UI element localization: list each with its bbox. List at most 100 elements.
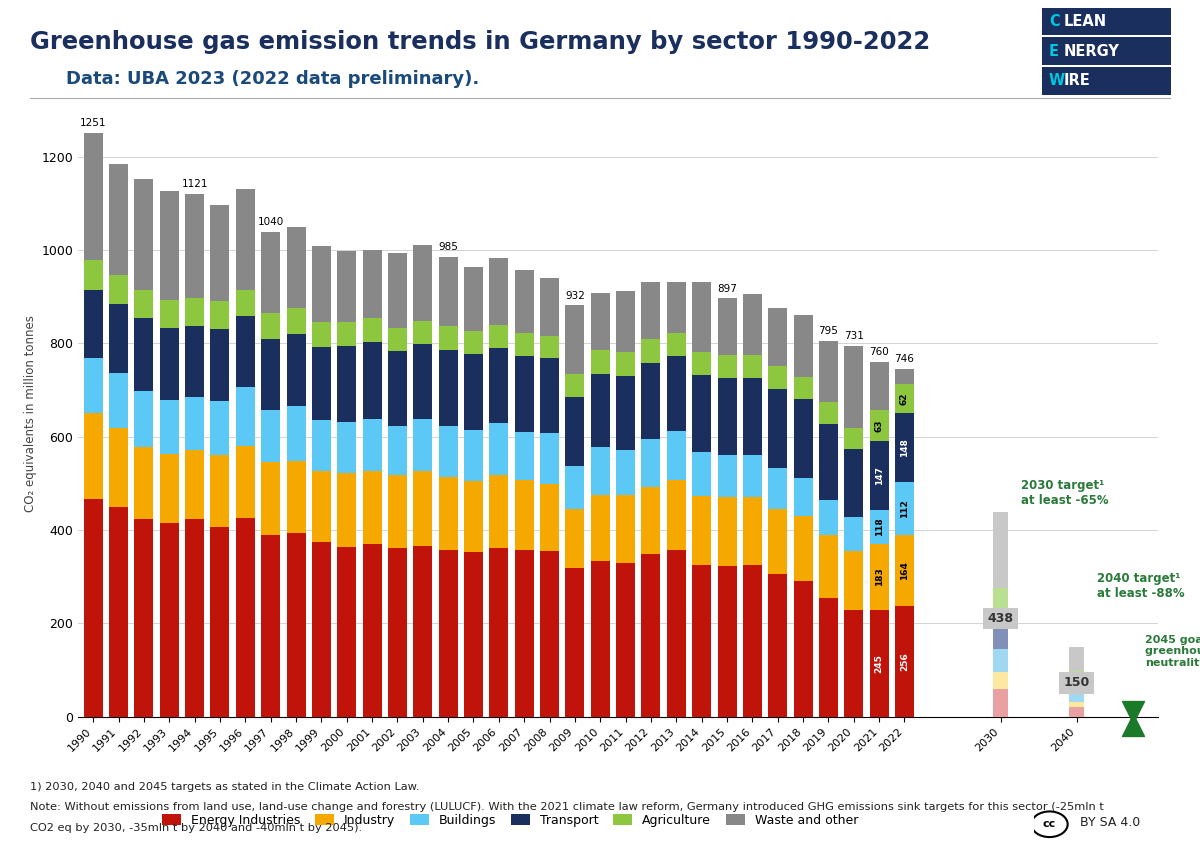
Bar xyxy=(642,363,660,438)
Text: BY SA 4.0: BY SA 4.0 xyxy=(1080,817,1140,829)
Bar xyxy=(565,305,584,374)
Bar xyxy=(642,339,660,363)
Bar xyxy=(413,546,432,717)
Bar xyxy=(994,672,1008,689)
Bar xyxy=(464,430,482,481)
Text: Greenhouse gas emission trends in Germany by sector 1990-2022: Greenhouse gas emission trends in German… xyxy=(30,30,930,53)
Bar xyxy=(362,342,382,419)
Bar xyxy=(667,282,686,332)
Bar xyxy=(818,535,838,598)
Bar xyxy=(793,516,812,582)
Bar xyxy=(185,397,204,449)
Bar xyxy=(490,548,509,717)
Bar xyxy=(818,424,838,499)
Bar xyxy=(337,473,356,547)
Bar xyxy=(109,507,128,717)
Bar xyxy=(490,476,509,548)
Bar xyxy=(160,454,179,523)
Bar xyxy=(337,547,356,717)
Text: cc: cc xyxy=(1043,818,1056,828)
Bar xyxy=(134,318,154,391)
Bar xyxy=(210,455,229,527)
Bar xyxy=(667,332,686,356)
Bar xyxy=(388,254,407,327)
Bar xyxy=(845,611,863,717)
Bar xyxy=(743,355,762,378)
Bar xyxy=(870,441,889,510)
Bar xyxy=(337,321,356,346)
Bar xyxy=(692,282,712,352)
Bar xyxy=(262,462,280,535)
Bar xyxy=(994,689,1008,717)
Bar xyxy=(692,496,712,565)
Bar xyxy=(160,191,179,300)
Bar xyxy=(362,471,382,544)
Bar xyxy=(616,352,635,376)
Text: 746: 746 xyxy=(894,354,914,364)
Text: 150: 150 xyxy=(1063,677,1090,689)
Bar xyxy=(362,419,382,471)
Bar xyxy=(160,300,179,328)
Bar xyxy=(642,554,660,717)
Bar xyxy=(185,519,204,717)
Bar xyxy=(515,550,534,717)
Text: IRE: IRE xyxy=(1063,74,1090,88)
Bar xyxy=(413,321,432,344)
Text: 897: 897 xyxy=(718,283,737,293)
Bar xyxy=(134,290,154,318)
Bar xyxy=(616,450,635,494)
Bar xyxy=(413,246,432,321)
Bar xyxy=(388,327,407,351)
Bar xyxy=(793,315,812,377)
Bar xyxy=(540,484,559,551)
Bar xyxy=(540,551,559,717)
Bar xyxy=(616,376,635,450)
Bar xyxy=(262,232,280,313)
Bar xyxy=(490,258,509,325)
Bar xyxy=(439,550,457,717)
Bar xyxy=(439,257,457,326)
Bar xyxy=(490,423,509,476)
Bar xyxy=(388,426,407,476)
Bar xyxy=(185,326,204,397)
Bar xyxy=(236,316,254,387)
Bar xyxy=(287,461,306,533)
Text: 760: 760 xyxy=(869,348,889,358)
Bar xyxy=(616,563,635,717)
Bar xyxy=(210,527,229,717)
Bar xyxy=(464,552,482,717)
Bar xyxy=(994,589,1008,614)
Bar xyxy=(160,328,179,400)
Bar xyxy=(337,346,356,421)
Bar xyxy=(590,374,610,448)
Bar xyxy=(210,205,229,301)
Legend: Energy Industries, Industry, Buildings, Transport, Agriculture, Waste and other: Energy Industries, Industry, Buildings, … xyxy=(157,809,863,832)
Bar xyxy=(895,384,914,414)
Text: 985: 985 xyxy=(438,243,458,253)
Bar xyxy=(464,354,482,430)
Bar xyxy=(818,341,838,402)
Bar xyxy=(464,481,482,552)
Bar xyxy=(464,267,482,331)
Bar xyxy=(312,247,331,322)
Bar xyxy=(718,355,737,378)
Bar xyxy=(895,535,914,606)
Bar xyxy=(185,193,204,298)
Bar xyxy=(793,478,812,516)
Point xyxy=(1123,718,1142,732)
Text: 2040 target¹
at least -88%: 2040 target¹ at least -88% xyxy=(1097,572,1184,600)
Bar xyxy=(590,494,610,561)
Bar xyxy=(210,328,229,401)
Bar xyxy=(160,523,179,717)
Bar xyxy=(413,420,432,471)
Text: Note: Without emissions from land use, land-use change and forestry (LULUCF). Wi: Note: Without emissions from land use, l… xyxy=(30,802,1104,812)
Bar xyxy=(109,428,128,507)
Bar xyxy=(185,298,204,326)
Bar xyxy=(515,355,534,432)
Text: 795: 795 xyxy=(818,326,839,337)
Bar xyxy=(287,533,306,717)
Text: E: E xyxy=(1049,43,1058,59)
Bar xyxy=(793,582,812,717)
Bar xyxy=(768,309,787,365)
Bar xyxy=(439,350,457,426)
